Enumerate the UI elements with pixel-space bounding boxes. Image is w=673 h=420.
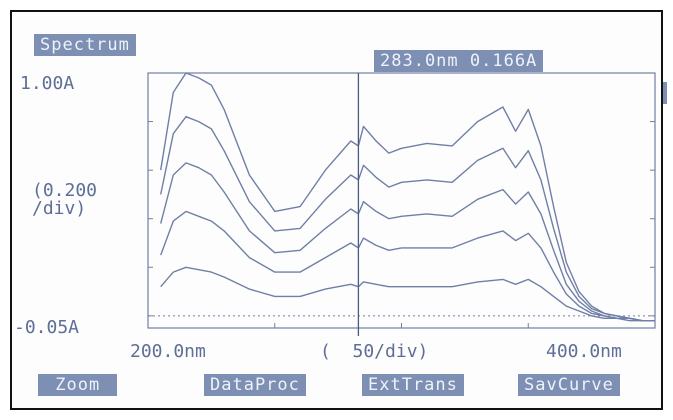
x-axis-right-label: 400.0nm xyxy=(546,341,622,362)
x-axis-scale-label: ( 50/div) xyxy=(320,341,429,362)
y-axis-top-label: 1.00A xyxy=(20,73,75,94)
x-axis-left-label: 200.0nm xyxy=(130,341,206,362)
spectrum-trace-1 xyxy=(160,72,655,322)
zoom-softkey[interactable]: Zoom xyxy=(38,374,118,396)
spectrum-trace-4 xyxy=(160,210,655,322)
spectrum-trace-3 xyxy=(160,162,655,322)
exttrans-softkey[interactable]: ExtTrans xyxy=(362,374,464,396)
spectrum-title: Spectrum xyxy=(34,34,136,56)
cursor-readout: 283.0nm 0.166A xyxy=(374,50,544,72)
side-marker xyxy=(663,82,667,104)
dataproc-softkey[interactable]: DataProc xyxy=(204,374,306,396)
spectrum-trace-5 xyxy=(160,266,655,322)
y-axis-bottom-label: -0.05A xyxy=(14,317,80,338)
spectrum-trace-2 xyxy=(160,115,655,322)
y-axis-scale-label: (0.200 /div) xyxy=(32,180,98,219)
savcurve-softkey[interactable]: SavCurve xyxy=(518,374,620,396)
